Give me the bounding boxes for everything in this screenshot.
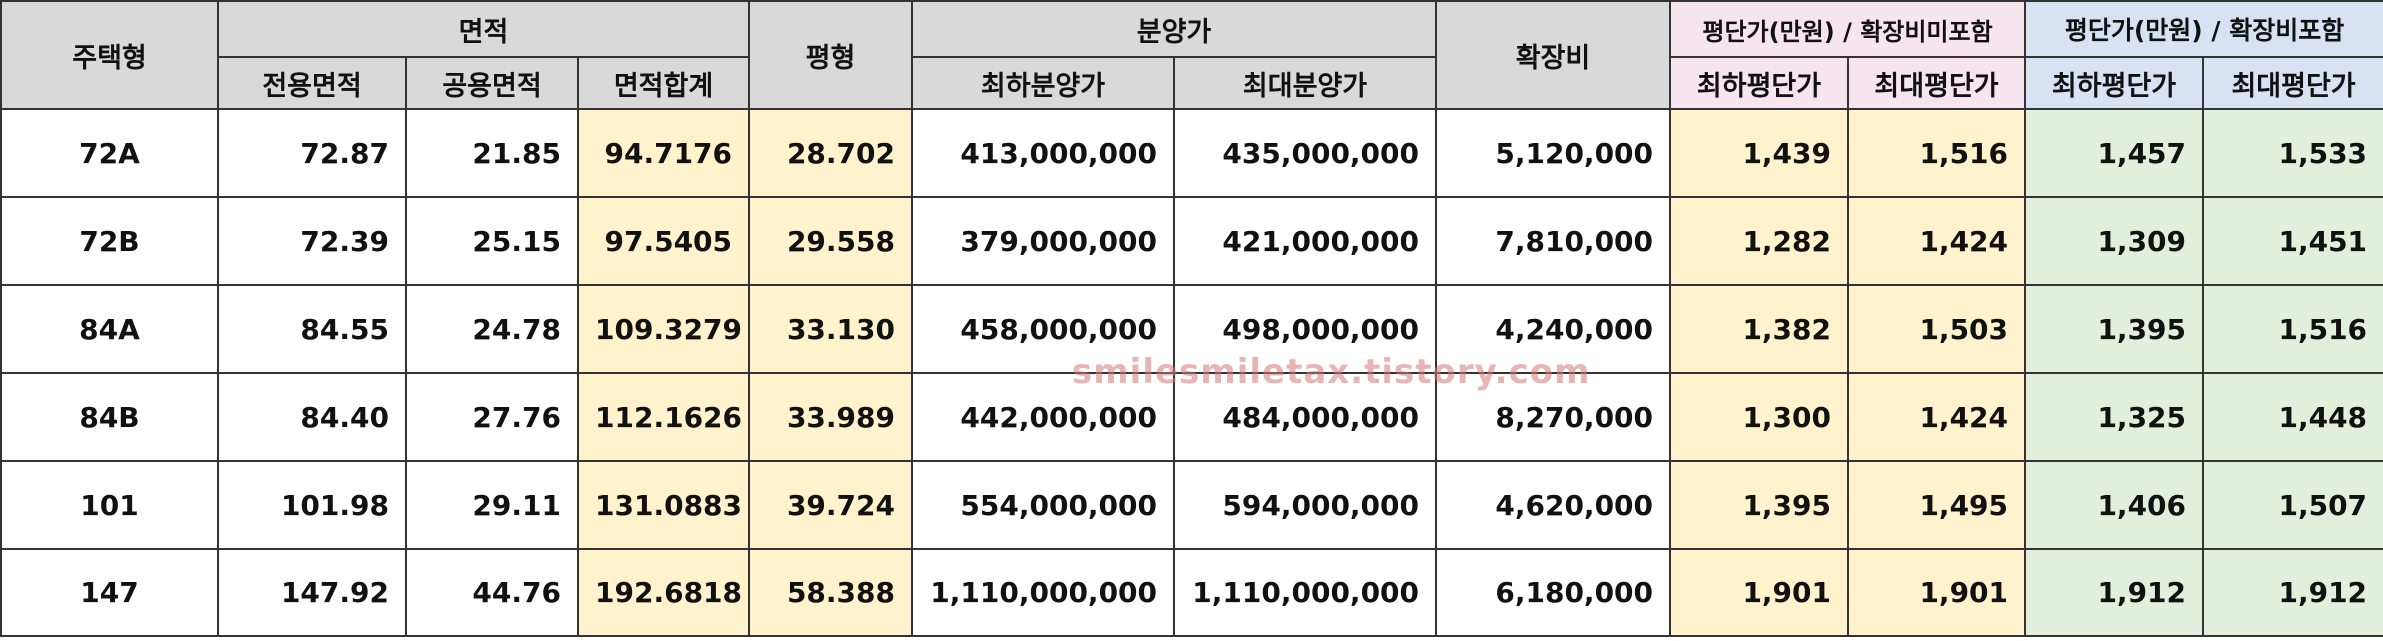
- cell-exclusive-area: 72.87: [217, 108, 407, 198]
- header-max-sale-price: 최대분양가: [1173, 56, 1438, 110]
- header-per-pyeong-excl: 평단가(만원) / 확장비미포함: [1669, 0, 2027, 58]
- cell-expansion-cost: 6,180,000: [1435, 548, 1672, 637]
- cell-incl-max-per-pyeong: 1,451: [2202, 196, 2383, 286]
- cell-total-area: 97.5405: [576, 196, 751, 286]
- cell-max-sale-price: 498,000,000: [1173, 284, 1438, 374]
- cell-excl-min-per-pyeong: 1,382: [1669, 284, 1850, 374]
- cell-incl-min-per-pyeong: 1,309: [2024, 196, 2205, 286]
- cell-total-area: 109.3279: [576, 284, 751, 374]
- cell-type: 101: [0, 460, 219, 550]
- cell-type: 72A: [0, 108, 219, 198]
- cell-exclusive-area: 101.98: [217, 460, 407, 550]
- cell-excl-max-per-pyeong: 1,424: [1847, 196, 2027, 286]
- table-row: 84B 84.40 27.76 112.1626 33.989 442,000,…: [0, 372, 2383, 462]
- cell-expansion-cost: 4,620,000: [1435, 460, 1672, 550]
- cell-excl-min-per-pyeong: 1,282: [1669, 196, 1850, 286]
- cell-common-area: 24.78: [405, 284, 579, 374]
- cell-max-sale-price: 594,000,000: [1173, 460, 1438, 550]
- cell-expansion-cost: 4,240,000: [1435, 284, 1672, 374]
- header-sale-price: 분양가: [911, 0, 1438, 58]
- cell-incl-max-per-pyeong: 1,507: [2202, 460, 2383, 550]
- cell-max-sale-price: 421,000,000: [1173, 196, 1438, 286]
- cell-excl-max-per-pyeong: 1,901: [1847, 548, 2027, 637]
- cell-incl-max-per-pyeong: 1,533: [2202, 108, 2383, 198]
- cell-incl-min-per-pyeong: 1,457: [2024, 108, 2205, 198]
- cell-exclusive-area: 84.55: [217, 284, 407, 374]
- cell-common-area: 44.76: [405, 548, 579, 637]
- table-row: 72B 72.39 25.15 97.5405 29.558 379,000,0…: [0, 196, 2383, 286]
- cell-pyeong: 29.558: [748, 196, 914, 286]
- cell-excl-max-per-pyeong: 1,503: [1847, 284, 2027, 374]
- header-pyeong: 평형: [748, 0, 914, 110]
- cell-common-area: 29.11: [405, 460, 579, 550]
- cell-common-area: 27.76: [405, 372, 579, 462]
- header-type: 주택형: [0, 0, 219, 110]
- cell-expansion-cost: 8,270,000: [1435, 372, 1672, 462]
- header-expansion-cost: 확장비: [1435, 0, 1672, 110]
- cell-min-sale-price: 458,000,000: [911, 284, 1176, 374]
- cell-min-sale-price: 413,000,000: [911, 108, 1176, 198]
- cell-pyeong: 33.130: [748, 284, 914, 374]
- cell-expansion-cost: 7,810,000: [1435, 196, 1672, 286]
- cell-total-area: 94.7176: [576, 108, 751, 198]
- cell-pyeong: 58.388: [748, 548, 914, 637]
- table-row: 84A 84.55 24.78 109.3279 33.130 458,000,…: [0, 284, 2383, 374]
- cell-min-sale-price: 442,000,000: [911, 372, 1176, 462]
- table-row: 101 101.98 29.11 131.0883 39.724 554,000…: [0, 460, 2383, 550]
- table-row: 147 147.92 44.76 192.6818 58.388 1,110,0…: [0, 548, 2383, 637]
- cell-excl-min-per-pyeong: 1,901: [1669, 548, 1850, 637]
- cell-incl-min-per-pyeong: 1,406: [2024, 460, 2205, 550]
- cell-incl-max-per-pyeong: 1,448: [2202, 372, 2383, 462]
- header-excl-max-per-pyeong: 최대평단가: [1847, 56, 2027, 110]
- cell-incl-max-per-pyeong: 1,516: [2202, 284, 2383, 374]
- cell-incl-min-per-pyeong: 1,325: [2024, 372, 2205, 462]
- cell-type: 147: [0, 548, 219, 637]
- cell-excl-max-per-pyeong: 1,495: [1847, 460, 2027, 550]
- cell-common-area: 21.85: [405, 108, 579, 198]
- cell-excl-min-per-pyeong: 1,300: [1669, 372, 1850, 462]
- cell-min-sale-price: 1,110,000,000: [911, 548, 1176, 637]
- cell-type: 84B: [0, 372, 219, 462]
- header-per-pyeong-incl: 평단가(만원) / 확장비포함: [2024, 0, 2383, 58]
- cell-excl-min-per-pyeong: 1,395: [1669, 460, 1850, 550]
- cell-max-sale-price: 435,000,000: [1173, 108, 1438, 198]
- cell-total-area: 192.6818: [576, 548, 751, 637]
- cell-exclusive-area: 72.39: [217, 196, 407, 286]
- cell-common-area: 25.15: [405, 196, 579, 286]
- cell-excl-min-per-pyeong: 1,439: [1669, 108, 1850, 198]
- cell-incl-min-per-pyeong: 1,395: [2024, 284, 2205, 374]
- cell-incl-min-per-pyeong: 1,912: [2024, 548, 2205, 637]
- cell-min-sale-price: 379,000,000: [911, 196, 1176, 286]
- header-total-area: 면적합계: [576, 56, 751, 110]
- cell-total-area: 112.1626: [576, 372, 751, 462]
- cell-excl-max-per-pyeong: 1,424: [1847, 372, 2027, 462]
- cell-excl-max-per-pyeong: 1,516: [1847, 108, 2027, 198]
- cell-exclusive-area: 84.40: [217, 372, 407, 462]
- cell-total-area: 131.0883: [576, 460, 751, 550]
- header-common-area: 공용면적: [405, 56, 579, 110]
- header-area: 면적: [216, 0, 751, 58]
- cell-type: 72B: [0, 196, 219, 286]
- cell-pyeong: 28.702: [748, 108, 914, 198]
- cell-pyeong: 33.989: [748, 372, 914, 462]
- cell-max-sale-price: 1,110,000,000: [1173, 548, 1438, 637]
- cell-incl-max-per-pyeong: 1,912: [2202, 548, 2383, 637]
- cell-type: 84A: [0, 284, 219, 374]
- header-excl-min-per-pyeong: 최하평단가: [1669, 56, 1850, 110]
- header-incl-max-per-pyeong: 최대평단가: [2202, 56, 2383, 110]
- header-exclusive-area: 전용면적: [217, 56, 407, 110]
- cell-max-sale-price: 484,000,000: [1173, 372, 1438, 462]
- cell-exclusive-area: 147.92: [217, 548, 407, 637]
- cell-expansion-cost: 5,120,000: [1435, 108, 1672, 198]
- cell-min-sale-price: 554,000,000: [911, 460, 1176, 550]
- table-row: 72A 72.87 21.85 94.7176 28.702 413,000,0…: [0, 108, 2383, 198]
- cell-pyeong: 39.724: [748, 460, 914, 550]
- header-min-sale-price: 최하분양가: [911, 56, 1176, 110]
- header-incl-min-per-pyeong: 최하평단가: [2024, 56, 2205, 110]
